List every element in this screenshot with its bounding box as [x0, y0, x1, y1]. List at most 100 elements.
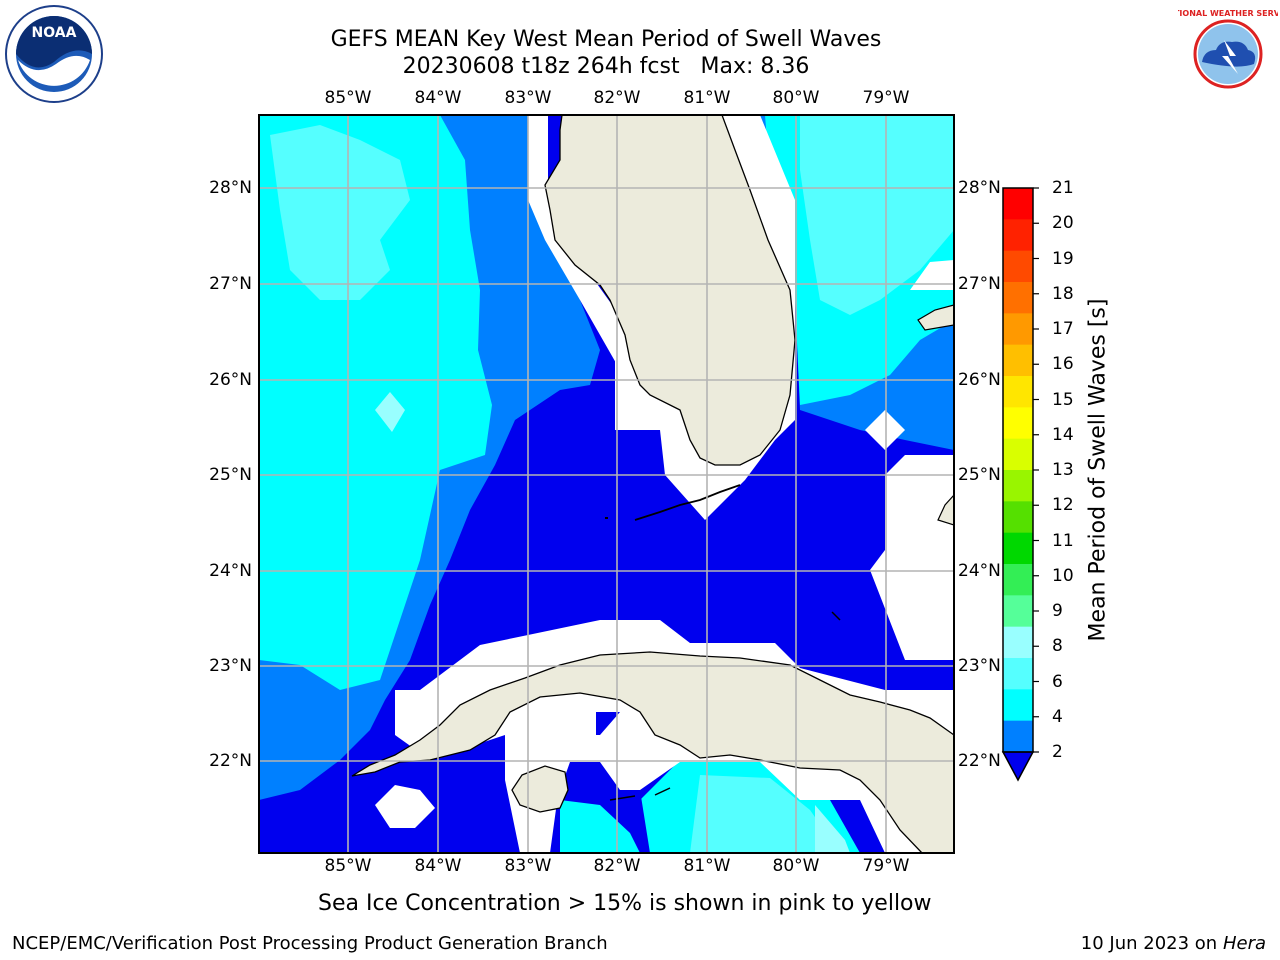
footer-date-text: 10 Jun 2023 on	[1080, 933, 1218, 954]
mask-florida-gulfcoast	[528, 115, 640, 380]
colorbar-segment	[1003, 282, 1033, 314]
footer-branch: NCEP/EMC/Verification Post Processing Pr…	[12, 933, 608, 954]
colorbar-tick-label: 15	[1052, 389, 1074, 410]
map-title: GEFS MEAN Key West Mean Period of Swell …	[330, 27, 882, 52]
lon-label-top: 82°W	[593, 88, 641, 108]
lat-label-left: 22°N	[209, 751, 252, 771]
swell-light-cyan-east	[800, 115, 954, 315]
lat-label-left: 28°N	[209, 178, 252, 198]
nws-logo-text: NATIONAL WEATHER SERVICE	[1178, 9, 1278, 18]
lon-label-bottom: 84°W	[414, 856, 462, 876]
colorbar-segment	[1003, 564, 1033, 596]
lat-label-right: 26°N	[958, 370, 1001, 390]
colorbar-tick-label: 16	[1052, 354, 1074, 375]
colorbar-segment	[1003, 470, 1033, 502]
colorbar-extend-arrow	[1001, 751, 1035, 782]
mask-grand-bahama	[910, 260, 954, 290]
colorbar-tick-label: 21	[1052, 178, 1074, 198]
swell-light-cyan-south	[690, 775, 840, 853]
lat-label-right: 27°N	[958, 274, 1001, 294]
lat-label-left: 27°N	[209, 274, 252, 294]
lat-label-left: 23°N	[209, 656, 252, 676]
lon-label-top: 83°W	[504, 88, 552, 108]
land-isla-juventud	[511, 765, 569, 813]
lon-label-bottom: 79°W	[862, 856, 910, 876]
cuba-cays	[609, 787, 671, 801]
lat-label-left: 24°N	[209, 561, 252, 581]
lon-label-top: 80°W	[772, 88, 820, 108]
mask-bahamas	[870, 455, 954, 660]
cay-sal	[831, 611, 841, 621]
colorbar-segment	[1003, 219, 1033, 252]
lon-label-bottom: 80°W	[772, 856, 820, 876]
swell-dark-blue-batabano	[596, 712, 620, 735]
colorbar-segment	[1003, 532, 1033, 565]
lon-label-bottom: 83°W	[504, 856, 552, 876]
colorbar-tick-label: 19	[1052, 248, 1074, 269]
lon-label-bottom: 85°W	[324, 856, 372, 876]
sea-ice-note: Sea Ice Concentration > 15% is shown in …	[318, 891, 932, 916]
colorbar-tick-label: 11	[1052, 530, 1074, 551]
lat-label-right: 24°N	[958, 561, 1001, 581]
land-andros	[937, 494, 954, 526]
colorbar-segment	[1003, 438, 1033, 471]
noaa-logo-text: NOAA	[32, 25, 77, 41]
footer-host: Hera	[1222, 933, 1266, 954]
nws-logo: NATIONAL WEATHER SERVICE	[1178, 7, 1278, 101]
colorbar-segment	[1003, 689, 1033, 722]
land-florida	[544, 115, 796, 466]
lat-label-right: 28°N	[958, 178, 1001, 198]
swell-light-cyan-west	[270, 125, 410, 300]
lon-label-top: 84°W	[414, 88, 462, 108]
lat-label-right: 22°N	[958, 751, 1001, 771]
colorbar-tick-label: 14	[1052, 424, 1074, 445]
colorbar-segment	[1003, 658, 1033, 690]
swell-pale-cyan-patch	[375, 392, 405, 432]
colorbar-tick-label: 9	[1052, 601, 1063, 621]
colorbar-tick-label: 12	[1052, 495, 1074, 516]
colorbar-tick-label: 10	[1052, 565, 1074, 586]
colorbar-tick-label: 17	[1052, 319, 1074, 339]
lon-label-bottom: 81°W	[683, 856, 731, 876]
colorbar-segment	[1003, 313, 1033, 346]
colorbar-tick-label: 4	[1052, 706, 1063, 727]
footer-date: 10 Jun 2023 on Hera	[1081, 933, 1266, 954]
colorbar-title: Mean Period of Swell Waves [s]	[1085, 298, 1111, 642]
colorbar-segment	[1003, 250, 1033, 283]
land-grand-bahama	[917, 304, 954, 331]
colorbar-tick-label: 8	[1052, 636, 1063, 657]
lat-label-right: 25°N	[958, 465, 1001, 485]
colorbar-segment	[1003, 376, 1033, 408]
colorbar-segment	[1003, 188, 1033, 220]
colorbar-segment	[1003, 720, 1033, 753]
colorbar-tick-label: 2	[1052, 742, 1063, 762]
lat-label-right: 23°N	[958, 656, 1001, 676]
lon-label-top: 85°W	[324, 88, 372, 108]
mask-islet-2	[375, 785, 435, 828]
noaa-logo: NOAA	[5, 5, 103, 103]
land-cuba	[351, 651, 954, 853]
colorbar	[1001, 187, 1039, 782]
lon-label-bottom: 82°W	[593, 856, 641, 876]
colorbar-segment	[1003, 407, 1033, 440]
map-subtitle: 20230608 t18z 264h fcst Max: 8.36	[402, 54, 810, 79]
colorbar-segment	[1003, 595, 1033, 628]
colorbar-tick-label: 6	[1052, 671, 1063, 692]
lon-label-top: 81°W	[683, 88, 731, 108]
swell-cyan-isla	[560, 800, 640, 853]
mask-islet-1	[865, 410, 905, 450]
map-frame	[258, 114, 955, 854]
colorbar-tick-label: 18	[1052, 283, 1074, 304]
lat-label-left: 26°N	[209, 370, 252, 390]
colorbar-tick-label: 13	[1052, 460, 1074, 480]
colorbar-segment	[1003, 501, 1033, 534]
lon-label-top: 79°W	[862, 88, 910, 108]
swell-pale-cyan-south	[815, 805, 850, 853]
colorbar-tick-label: 20	[1052, 213, 1074, 234]
florida-keys	[634, 484, 741, 521]
lat-label-left: 25°N	[209, 465, 252, 485]
colorbar-segment	[1003, 344, 1033, 377]
graticule	[259, 115, 954, 853]
colorbar-segment	[1003, 626, 1033, 659]
